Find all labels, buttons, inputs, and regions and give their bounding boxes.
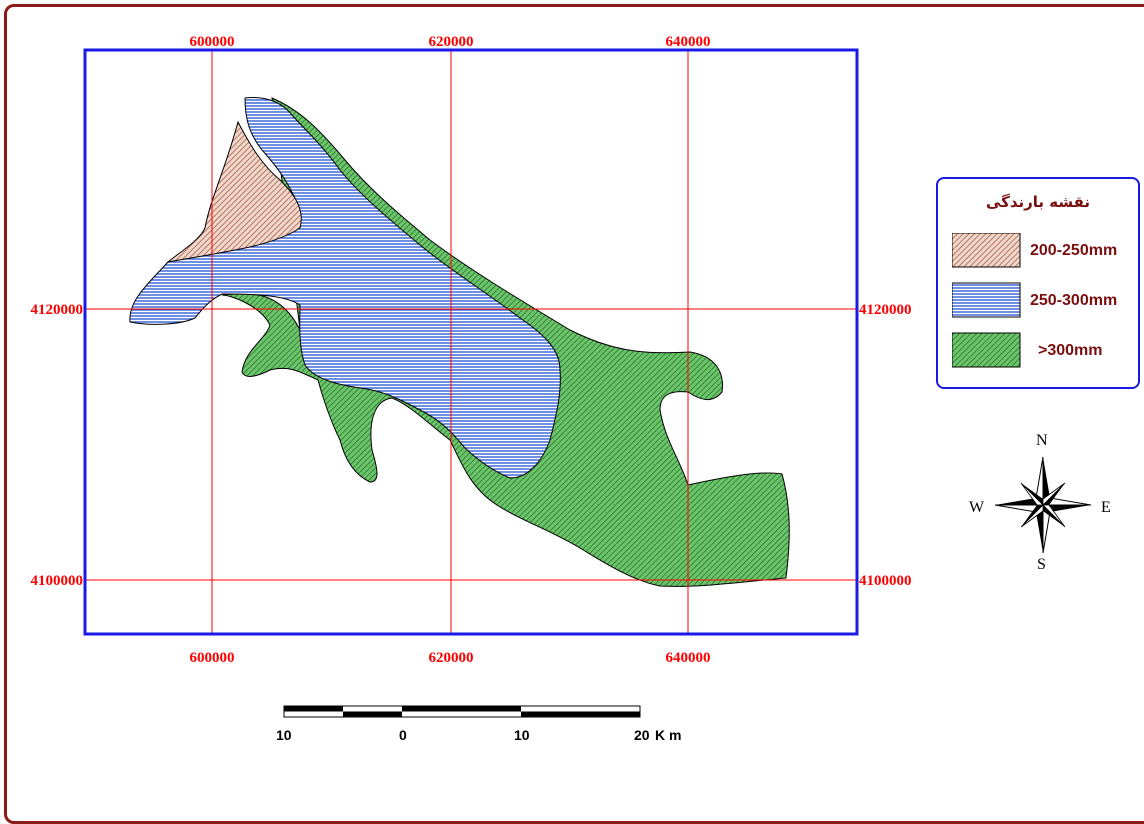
compass-west-label: W [969,499,985,516]
x-tick-bottom-640000: 640000 [666,650,711,666]
legend-swatches [952,233,1021,368]
scale-label-10-right: 10 [514,727,530,743]
x-tick-top-640000: 640000 [666,34,711,50]
legend: نقشه بارندگی 200-250mm 250-300mm >300mm [936,177,1140,389]
legend-label-200-250: 200-250mm [1030,242,1118,259]
legend-title: نقشه بارندگی [985,193,1091,211]
y-tick-right-4120000: 4120000 [859,302,912,318]
map-canvas: 600000 620000 640000 600000 620000 64000… [31,34,1092,718]
compass-east-label: E [1101,499,1111,516]
scale-bar [283,705,641,718]
compass-rose-icon [994,456,1092,554]
legend-label-over-300: >300mm [1038,342,1103,359]
scale-unit: K m [655,727,682,743]
map-border [83,48,859,636]
region-200-250mm [166,120,302,263]
grid-lines [85,50,857,634]
x-tick-top-620000: 620000 [429,34,474,50]
y-tick-left-4120000: 4120000 [31,302,84,318]
compass-south-label: S [1037,556,1046,573]
y-tick-left-4100000: 4100000 [31,573,84,589]
legend-swatch-200-250 [952,233,1021,268]
legend-swatch-250-300 [952,282,1021,318]
scale-label-20: 20 [634,727,650,743]
x-tick-top-600000: 600000 [190,34,235,50]
compass-north-label: N [1036,432,1048,449]
scale-label-10-left: 10 [276,727,292,743]
legend-label-250-300: 250-300mm [1030,292,1118,309]
x-tick-bottom-620000: 620000 [429,650,474,666]
y-tick-right-4100000: 4100000 [859,573,912,589]
scale-label-0: 0 [399,727,407,743]
x-tick-bottom-600000: 600000 [190,650,235,666]
legend-swatch-over-300 [952,332,1021,368]
